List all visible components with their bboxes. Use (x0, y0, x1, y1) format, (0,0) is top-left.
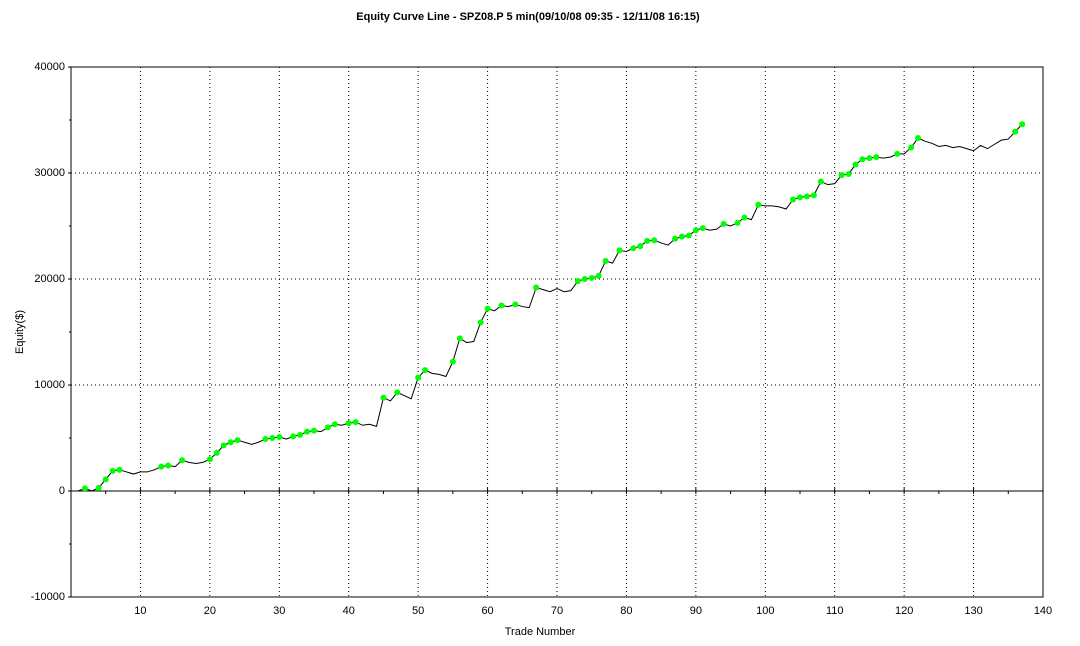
new-high-marker (790, 196, 797, 203)
new-high-marker (637, 243, 644, 250)
new-high-marker (810, 192, 817, 199)
new-high-marker (630, 245, 637, 252)
new-high-marker (915, 135, 922, 142)
new-high-marker (380, 394, 387, 401)
new-high-marker (873, 154, 880, 161)
x-tick-label: 10 (134, 605, 146, 617)
new-high-marker (581, 276, 588, 282)
new-high-marker (165, 462, 172, 469)
y-tick-label: 10000 (34, 379, 65, 391)
new-high-marker (741, 214, 748, 221)
new-high-marker (651, 237, 658, 244)
new-high-marker (678, 233, 685, 240)
x-tick-label: 130 (964, 605, 982, 617)
y-tick-label: 40000 (34, 61, 65, 73)
new-high-marker (290, 433, 297, 440)
new-high-marker (304, 428, 311, 435)
x-tick-label: 30 (273, 605, 285, 617)
new-high-marker (574, 278, 581, 285)
new-high-marker (206, 456, 213, 463)
new-high-marker (720, 220, 727, 227)
new-high-marker (1012, 128, 1019, 135)
y-tick-label: 20000 (34, 273, 65, 285)
x-tick-label: 40 (343, 605, 355, 617)
new-high-marker (179, 457, 186, 464)
new-high-marker (456, 335, 463, 342)
new-high-marker (95, 484, 102, 491)
new-high-marker (331, 421, 338, 428)
x-tick-label: 20 (204, 605, 216, 617)
new-high-marker (415, 374, 422, 381)
new-high-marker (797, 194, 803, 201)
y-axis-label: Equity($) (14, 310, 26, 354)
x-tick-label: 90 (690, 605, 702, 617)
new-high-marker (803, 193, 810, 200)
new-high-marker (588, 274, 595, 281)
new-high-marker (311, 427, 317, 434)
new-high-marker (220, 442, 227, 449)
new-high-marker (672, 235, 679, 242)
x-tick-label: 70 (551, 605, 563, 617)
new-high-marker (102, 476, 109, 483)
new-high-marker (852, 161, 859, 168)
new-high-marker (324, 424, 331, 431)
new-high-marker (116, 466, 123, 473)
new-high-marker (908, 144, 915, 151)
new-high-marker (734, 219, 741, 226)
x-tick-label: 50 (412, 605, 424, 617)
new-high-marker (755, 201, 762, 208)
new-high-marker (394, 389, 401, 396)
chart-title: Equity Curve Line - SPZ08.P 5 min(09/10/… (356, 11, 700, 23)
new-high-marker (213, 449, 220, 456)
x-tick-label: 110 (826, 605, 844, 617)
new-high-marker (422, 367, 429, 374)
x-tick-label: 100 (756, 605, 774, 617)
new-high-marker (644, 237, 651, 244)
new-high-marker (352, 419, 359, 426)
new-high-marker (269, 435, 276, 441)
new-high-marker (345, 420, 352, 427)
new-high-marker (817, 178, 824, 185)
x-tick-label: 120 (895, 605, 913, 617)
new-high-marker (602, 257, 609, 264)
new-high-marker (859, 156, 866, 163)
new-high-marker (838, 172, 845, 179)
new-high-marker (81, 485, 88, 492)
new-high-marker (616, 247, 623, 254)
x-tick-label: 80 (620, 605, 632, 617)
new-high-marker (297, 431, 304, 438)
y-tick-label: 30000 (34, 167, 65, 179)
new-high-marker (533, 284, 540, 291)
new-high-marker (484, 305, 491, 312)
new-high-marker (449, 358, 456, 365)
new-high-marker (498, 302, 505, 309)
new-high-marker (894, 150, 901, 157)
new-high-marker (692, 227, 699, 234)
new-high-marker (227, 439, 234, 446)
new-high-marker (866, 155, 873, 162)
new-high-marker (685, 232, 692, 239)
y-tick-label: -10000 (31, 591, 65, 603)
new-high-marker (845, 171, 852, 178)
new-high-marker (234, 437, 241, 444)
new-high-marker (109, 467, 116, 474)
x-tick-label: 60 (481, 605, 493, 617)
new-high-marker (699, 225, 706, 232)
new-high-marker (512, 301, 519, 308)
new-high-marker (276, 433, 283, 440)
new-high-marker (1019, 121, 1026, 128)
new-high-marker (477, 319, 484, 326)
new-high-marker (595, 272, 602, 279)
new-high-marker (262, 436, 269, 443)
y-tick-label: 0 (59, 485, 65, 497)
x-tick-label: 140 (1034, 605, 1052, 617)
new-high-marker (158, 463, 165, 470)
x-axis-label: Trade Number (505, 626, 576, 638)
